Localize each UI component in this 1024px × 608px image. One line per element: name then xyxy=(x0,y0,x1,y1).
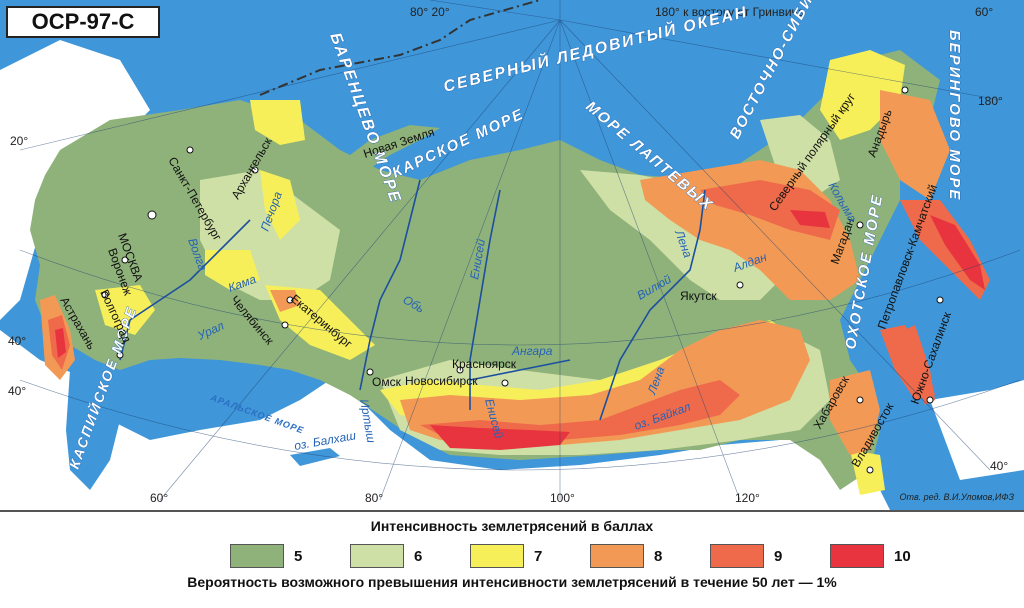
caspian-water xyxy=(66,360,120,490)
yakutsk-label: Якутск xyxy=(680,289,717,303)
legend-item: 10 xyxy=(830,543,928,569)
legend-label: 7 xyxy=(534,547,543,565)
map-code-badge: ОСР-97-С xyxy=(6,6,160,38)
legend-label: 10 xyxy=(894,547,911,565)
meridian-100-bottom-label: 100° xyxy=(550,491,575,505)
foreign-land xyxy=(0,330,890,510)
legend-swatch xyxy=(830,544,884,568)
krasnoyarsk-label: Красноярск xyxy=(452,357,517,371)
border-line xyxy=(259,0,541,96)
sakhalin-island xyxy=(905,325,935,405)
coordinate-labels: 80° 20° 180° к востоку от Гринвича 60° 1… xyxy=(8,5,1008,505)
meridian-180-right-label: 180° xyxy=(978,94,1003,108)
zone-7 xyxy=(250,100,305,145)
zone-8 xyxy=(830,370,880,455)
legend-item: 6 xyxy=(350,543,448,569)
rivers xyxy=(119,179,706,421)
bering-sea-label: БЕРИНГОВО МОРЕ xyxy=(946,30,963,201)
zone-7 xyxy=(820,50,905,140)
legend-swatch xyxy=(230,544,284,568)
zone-8 xyxy=(270,290,300,312)
meridian-80-bottom-label: 80° xyxy=(365,491,383,505)
zone-7 xyxy=(260,170,300,240)
legend-item: 9 xyxy=(710,543,808,569)
legend-label: 5 xyxy=(294,547,303,565)
graticule xyxy=(19,0,1021,501)
zone-10 xyxy=(930,215,985,290)
balkhash-water xyxy=(290,448,340,466)
parallel-20-left-label: 20° xyxy=(10,134,28,148)
parallel-40-right-label: 40° xyxy=(990,459,1008,473)
legend-label: 8 xyxy=(654,547,663,565)
legend-note: Вероятность возможного превышения интенс… xyxy=(187,574,837,590)
zone-10 xyxy=(55,328,66,358)
legend-item: 5 xyxy=(230,543,328,569)
parallel-40-left2-label: 40° xyxy=(8,384,26,398)
city-markers xyxy=(101,86,944,474)
legend: Интенсивность землетрясений в баллах 5 6… xyxy=(0,510,1024,608)
zone-8 xyxy=(880,90,950,200)
zone-7 xyxy=(95,285,155,335)
foreign-land xyxy=(930,380,1024,480)
meridian-east-label: 180° к востоку от Гринвича xyxy=(655,5,805,19)
meridian-80-20-label: 80° 20° xyxy=(410,5,450,19)
foreign-land xyxy=(0,40,150,320)
meridian-60-bottom-label: 60° xyxy=(150,491,168,505)
angara-river-label: Ангара xyxy=(511,344,553,358)
legend-swatch xyxy=(470,544,524,568)
zone-10 xyxy=(790,210,830,228)
zone-9 xyxy=(420,380,740,440)
legend-label: 6 xyxy=(414,547,423,565)
legend-swatch xyxy=(590,544,644,568)
legend-swatch xyxy=(710,544,764,568)
omsk-label: Омск xyxy=(372,375,402,389)
novosibirsk-label: Новосибирск xyxy=(405,374,478,388)
legend-item: 8 xyxy=(590,543,688,569)
meridian-120-bottom-label: 120° xyxy=(735,491,760,505)
zone-10 xyxy=(430,425,570,450)
novaya-zemlya-island xyxy=(330,125,440,175)
legend-label: 9 xyxy=(774,547,783,565)
legend-item: 7 xyxy=(470,543,568,569)
legend-title: Интенсивность землетрясений в баллах xyxy=(370,518,654,534)
aral-water xyxy=(185,392,225,425)
legend-swatch xyxy=(350,544,404,568)
parallel-40-left-label: 40° xyxy=(8,334,26,348)
meridian-60-top-label: 60° xyxy=(975,5,993,19)
zone-7 xyxy=(850,450,885,495)
zone-7 xyxy=(205,250,260,290)
map-credit: Отв. ред. В.И.Уломов,ИФЗ xyxy=(899,492,1014,502)
legend-items: 5 6 7 8 9 10 xyxy=(230,543,950,569)
seismic-map: 80° 20° 180° к востоку от Гринвича 60° 1… xyxy=(0,0,1024,510)
